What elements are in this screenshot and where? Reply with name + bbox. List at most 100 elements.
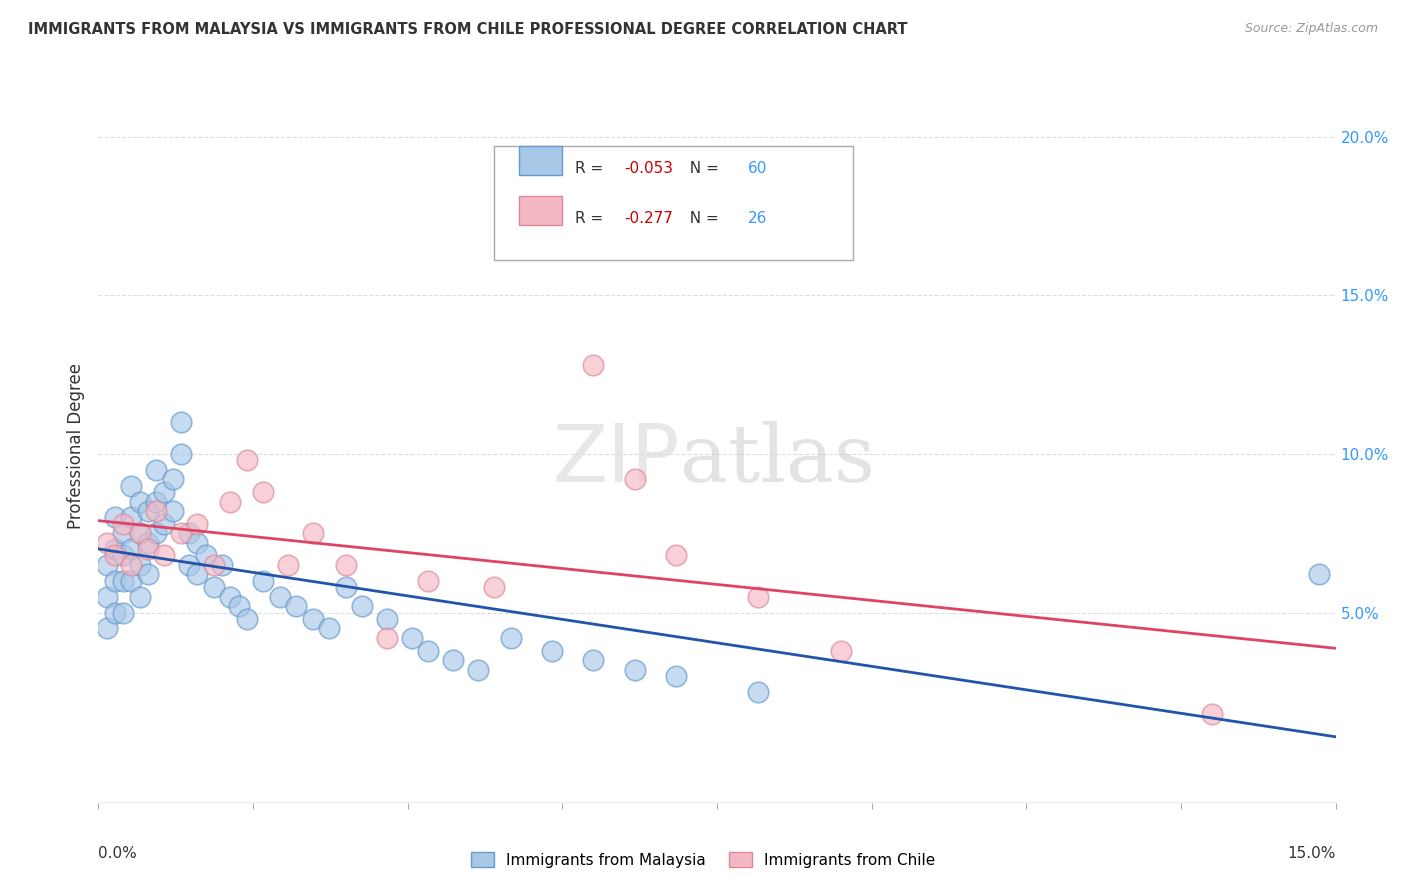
Point xyxy=(252,574,274,588)
Point xyxy=(170,415,193,429)
Point xyxy=(202,580,225,594)
Text: 26: 26 xyxy=(748,211,768,226)
Point xyxy=(269,590,291,604)
Point xyxy=(623,663,645,677)
Point xyxy=(170,526,193,541)
Point xyxy=(162,504,184,518)
Point xyxy=(186,516,208,531)
Text: IMMIGRANTS FROM MALAYSIA VS IMMIGRANTS FROM CHILE PROFESSIONAL DEGREE CORRELATIO: IMMIGRANTS FROM MALAYSIA VS IMMIGRANTS F… xyxy=(28,22,908,37)
Point xyxy=(179,526,201,541)
Point xyxy=(541,643,564,657)
Point xyxy=(112,526,135,541)
Point xyxy=(128,590,150,604)
Text: R =: R = xyxy=(575,161,607,176)
Point xyxy=(112,606,135,620)
Point xyxy=(96,590,118,604)
Point xyxy=(194,549,217,563)
Text: 0.0%: 0.0% xyxy=(98,846,138,861)
Point xyxy=(104,549,127,563)
Point xyxy=(441,653,464,667)
Point xyxy=(665,549,688,563)
Point xyxy=(104,606,127,620)
Point xyxy=(120,542,142,557)
Point xyxy=(401,631,423,645)
Point xyxy=(120,558,142,572)
Point xyxy=(128,526,150,541)
Point xyxy=(170,447,193,461)
Point xyxy=(582,653,605,667)
Point xyxy=(145,494,167,508)
Point xyxy=(211,558,233,572)
Point xyxy=(104,542,127,557)
Point xyxy=(665,669,688,683)
Text: N =: N = xyxy=(681,211,724,226)
Bar xyxy=(519,196,562,225)
Point xyxy=(236,453,259,467)
Point xyxy=(128,558,150,572)
Point xyxy=(499,631,522,645)
FancyBboxPatch shape xyxy=(495,146,853,260)
Point xyxy=(120,510,142,524)
Point xyxy=(120,478,142,492)
Text: -0.277: -0.277 xyxy=(624,211,673,226)
Text: ZIP: ZIP xyxy=(553,421,681,500)
Point xyxy=(162,472,184,486)
Text: 60: 60 xyxy=(748,161,768,176)
Point xyxy=(236,612,259,626)
Point xyxy=(136,542,159,557)
Point xyxy=(484,580,506,594)
Point xyxy=(623,472,645,486)
Point xyxy=(145,463,167,477)
Point xyxy=(747,685,769,699)
Point xyxy=(285,599,308,614)
Point xyxy=(830,643,852,657)
Legend: Immigrants from Malaysia, Immigrants from Chile: Immigrants from Malaysia, Immigrants fro… xyxy=(463,844,943,875)
Point xyxy=(219,494,242,508)
Point xyxy=(112,516,135,531)
Point xyxy=(136,567,159,582)
Point xyxy=(302,526,325,541)
Point xyxy=(112,549,135,563)
Point xyxy=(179,558,201,572)
Point xyxy=(96,558,118,572)
Point xyxy=(335,580,357,594)
Point xyxy=(153,516,176,531)
Point xyxy=(418,643,440,657)
Point xyxy=(277,558,299,572)
Text: Source: ZipAtlas.com: Source: ZipAtlas.com xyxy=(1244,22,1378,36)
Point xyxy=(219,590,242,604)
Point xyxy=(128,494,150,508)
Point xyxy=(153,549,176,563)
Point xyxy=(120,574,142,588)
Point xyxy=(186,535,208,549)
Point xyxy=(104,510,127,524)
Point xyxy=(128,526,150,541)
Point xyxy=(375,612,398,626)
Text: -0.053: -0.053 xyxy=(624,161,673,176)
Text: R =: R = xyxy=(575,211,607,226)
Point xyxy=(112,574,135,588)
Point xyxy=(467,663,489,677)
Point xyxy=(747,590,769,604)
Point xyxy=(352,599,374,614)
Point xyxy=(1201,706,1223,721)
Y-axis label: Professional Degree: Professional Degree xyxy=(66,363,84,529)
Point xyxy=(375,631,398,645)
Bar xyxy=(519,146,562,175)
Point xyxy=(202,558,225,572)
Point xyxy=(153,485,176,500)
Point xyxy=(228,599,250,614)
Point xyxy=(582,358,605,372)
Point xyxy=(252,485,274,500)
Point xyxy=(1308,567,1330,582)
Text: 15.0%: 15.0% xyxy=(1288,846,1336,861)
Text: N =: N = xyxy=(681,161,724,176)
Point xyxy=(186,567,208,582)
Point xyxy=(145,526,167,541)
Point xyxy=(335,558,357,572)
Point xyxy=(104,574,127,588)
Point xyxy=(145,504,167,518)
Point xyxy=(136,504,159,518)
Point xyxy=(418,574,440,588)
Point xyxy=(318,621,340,635)
